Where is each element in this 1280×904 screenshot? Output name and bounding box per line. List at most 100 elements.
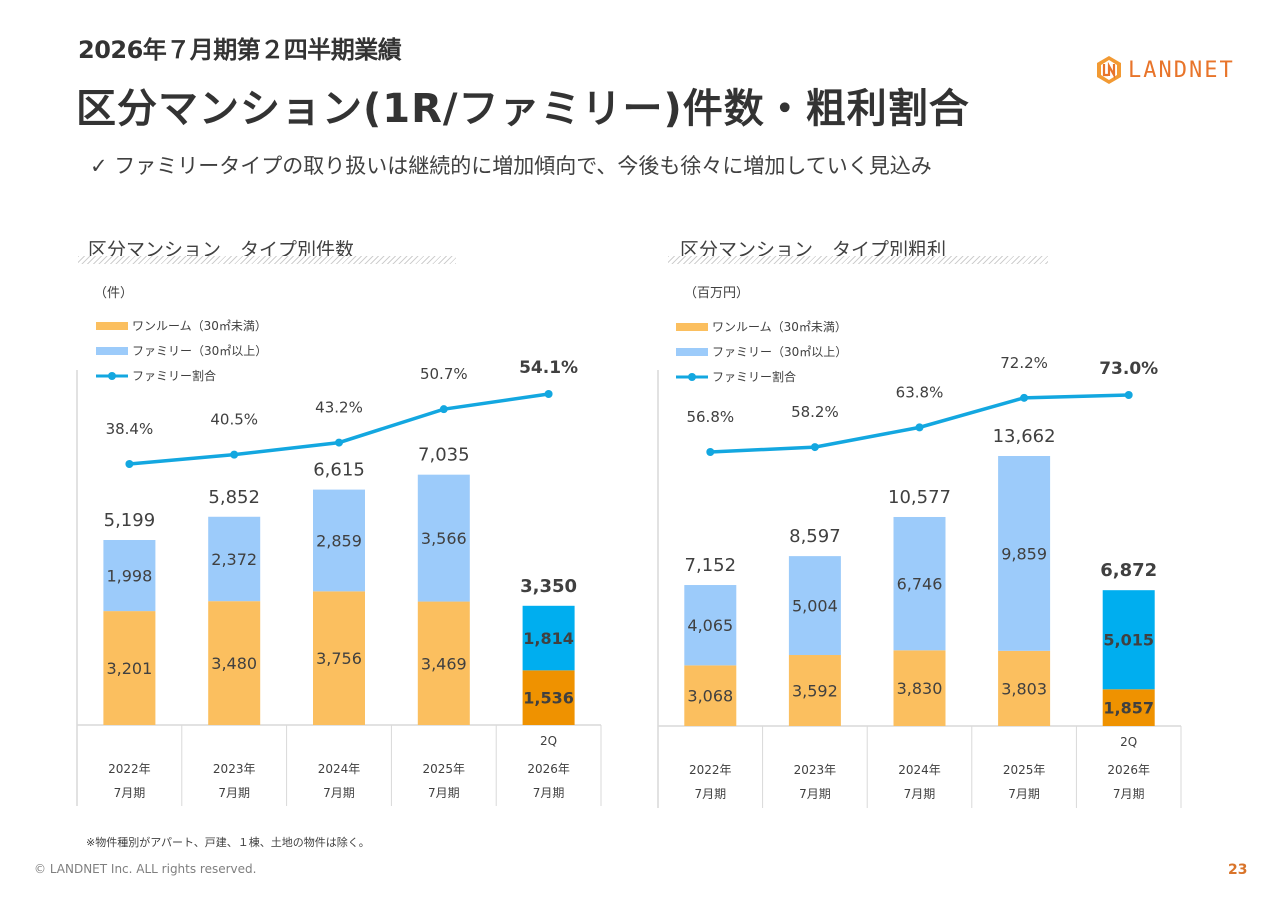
ratio-label: 50.7%: [420, 365, 468, 383]
bar-family: [208, 516, 261, 602]
legend-label: ワンルーム（30㎡未満）: [132, 319, 267, 333]
bar-family: [1102, 590, 1155, 690]
bar-family: [417, 474, 470, 602]
category-label-year: 2026年: [1107, 763, 1150, 777]
bar-label-oneroom: 3,830: [897, 679, 943, 698]
legend-swatch-oneroom: [676, 322, 708, 331]
footnote: ※物件種別がアパート、戸建、１棟、土地の物件は除く。: [86, 836, 370, 849]
category-label-period: 7月期: [799, 787, 831, 801]
bar-oneroom: [313, 591, 365, 725]
ratio-label: 54.1%: [519, 358, 578, 378]
category-label-period: 7月期: [1008, 787, 1040, 801]
bar-oneroom: [684, 665, 737, 726]
title-underline: [78, 256, 456, 264]
category-label-period: 7月期: [323, 786, 355, 800]
bar-label-oneroom: 3,592: [792, 682, 838, 701]
landnet-logo-icon: [1097, 56, 1121, 84]
profit-chart: 3,068 4,065 7,152 2022年 7月期 3,592 5,004 8,597 20…: [657, 354, 1182, 808]
ratio-label: 73.0%: [1099, 359, 1158, 379]
copyright: © LANDNET Inc. ALL rights reserved.: [34, 862, 257, 876]
ratio-point: [125, 460, 134, 468]
bar-label-family: 2,859: [316, 531, 362, 550]
bar-total-label: 10,577: [888, 487, 951, 508]
category-label-year: 2025年: [423, 762, 466, 776]
bar-label-family: 5,015: [1103, 631, 1154, 650]
category-label-year: 2024年: [898, 763, 941, 777]
bar-label-family: 2,372: [211, 550, 257, 569]
legend-label: ワンルーム（30㎡未満）: [712, 320, 847, 334]
category-label-year: 2022年: [689, 763, 732, 777]
category-label-year: 2024年: [318, 762, 361, 776]
legend-line-marker-icon: [676, 372, 708, 381]
bar-label-family: 1,998: [106, 567, 152, 586]
legend-label: ファミリー（30㎡以上）: [132, 344, 268, 358]
ratio-label: 58.2%: [791, 403, 839, 421]
bar-total-label: 8,597: [789, 526, 841, 547]
bar-oneroom: [522, 670, 575, 725]
category-label-year: 2025年: [1003, 763, 1046, 777]
page-number: 23: [1228, 862, 1248, 878]
ratio-point: [544, 390, 553, 398]
category-label-period: 7月期: [1113, 787, 1145, 801]
ratio-label: 40.5%: [210, 411, 258, 429]
page-subtitle: 2026年７月期第２四半期業績: [78, 36, 402, 64]
bar-oneroom: [417, 601, 470, 725]
company-logo: LANDNET: [1096, 55, 1235, 85]
ratio-point: [706, 448, 715, 456]
legend-swatch-oneroom: [96, 321, 128, 330]
bar-total-label: 3,350: [520, 576, 577, 597]
category-label-period: 7月期: [694, 787, 726, 801]
bar-label-oneroom: 3,469: [421, 654, 467, 673]
bar-label-oneroom: 3,803: [1001, 679, 1047, 698]
count-chart: 3,201 1,998 5,199 2022年 7月期 3,480 2,372 5,852 20…: [76, 358, 602, 806]
chart-title-count: 区分マンション タイプ別件数: [88, 239, 355, 261]
ratio-point: [335, 438, 343, 447]
legend-swatch-family: [676, 347, 708, 356]
legend-line-marker-icon: [96, 371, 128, 380]
ratio-point: [439, 405, 448, 414]
bar-total-label: 7,152: [685, 555, 737, 576]
bar-oneroom: [998, 650, 1051, 726]
ratio-label: 43.2%: [315, 399, 363, 417]
bar-family: [522, 605, 575, 671]
category-label-year: 2026年: [527, 762, 570, 776]
bar-oneroom: [788, 655, 841, 726]
legend-swatch-family: [96, 346, 128, 355]
bar-label-family: 1,814: [523, 629, 574, 648]
ratio-label: 63.8%: [896, 383, 944, 401]
legend-item-ratio: ファミリー割合: [96, 363, 267, 388]
legend-item-oneroom: ワンルーム（30㎡未満）: [96, 313, 267, 338]
bar-label-family: 9,859: [1001, 544, 1047, 563]
bar-oneroom: [208, 601, 261, 725]
bar-total-label: 13,662: [993, 426, 1056, 447]
category-label-year: 2023年: [794, 763, 837, 777]
page-title: 区分マンション(1R/ファミリー)件数・粗利割合: [76, 86, 970, 132]
bar-family: [788, 556, 841, 656]
unit-label-profit: （百万円）: [684, 286, 750, 301]
bar-label-oneroom: 1,536: [523, 689, 574, 708]
category-label-period: 7月期: [904, 787, 936, 801]
bar-oneroom: [893, 650, 946, 726]
bar-label-oneroom: 1,857: [1103, 699, 1154, 718]
legend-item-family: ファミリー（30㎡以上）: [96, 338, 267, 363]
bar-label-oneroom: 3,756: [316, 649, 362, 668]
bar-label-oneroom: 3,068: [687, 687, 733, 706]
ratio-point: [1020, 393, 1029, 402]
bar-label-oneroom: 3,201: [106, 659, 152, 678]
legend-label: ファミリー割合: [132, 369, 217, 383]
category-label-top: 2Q: [540, 734, 557, 748]
bar-label-oneroom: 3,480: [211, 654, 257, 673]
ratio-point: [1124, 391, 1133, 399]
bar-label-family: 6,746: [897, 575, 943, 594]
legend-label: ファミリー（30㎡以上）: [712, 345, 848, 359]
legend-label: ファミリー割合: [712, 370, 797, 384]
bar-label-family: 4,065: [687, 616, 733, 635]
bar-family: [893, 516, 946, 651]
ratio-label: 56.8%: [686, 408, 734, 426]
legend-item-family: ファミリー（30㎡以上）: [676, 339, 847, 364]
ratio-point: [230, 450, 239, 459]
legend-item-ratio: ファミリー割合: [676, 364, 847, 389]
bar-family: [103, 540, 156, 612]
category-label-period: 7月期: [428, 786, 460, 800]
bar-family: [998, 456, 1051, 651]
